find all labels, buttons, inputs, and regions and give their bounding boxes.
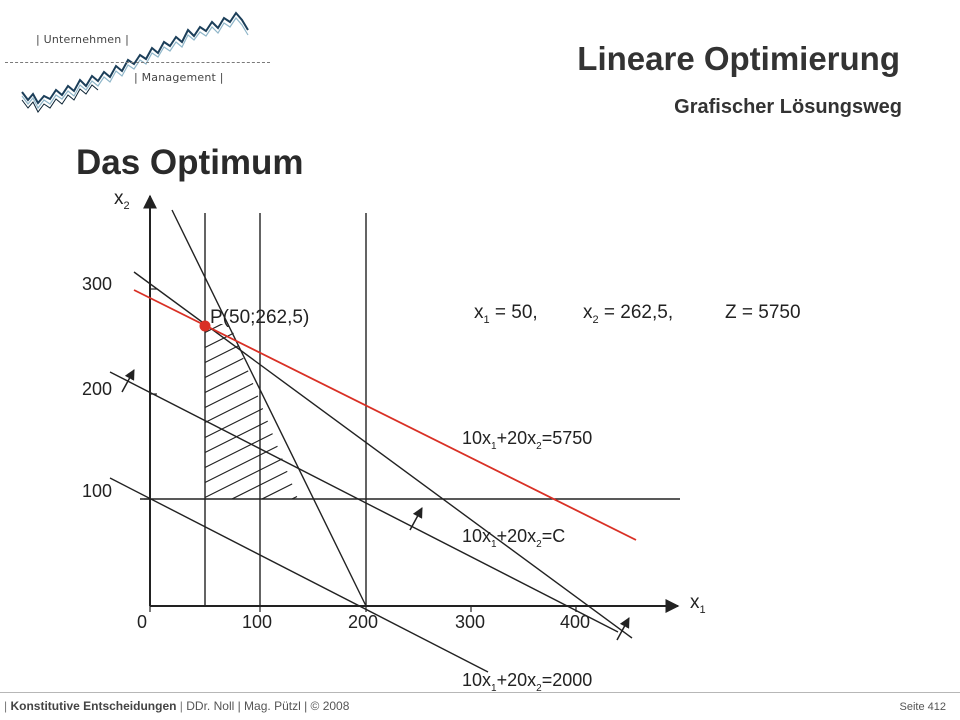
line-level-c-middle	[109, 371, 619, 633]
x-tick-label: 200	[348, 612, 378, 632]
x-tick-label: 0	[137, 612, 147, 632]
direction-arrow	[121, 369, 135, 393]
y-tick-label: 200	[82, 379, 112, 399]
y-tick-label: 300	[82, 274, 112, 294]
footer-authors: DDr. Noll | Mag. Pützl | © 2008	[186, 699, 350, 713]
stock-chart-logo	[21, 11, 249, 113]
logo-top-text: | Unternehmen |	[36, 33, 130, 46]
direction-arrow	[616, 617, 630, 641]
x-tick-label: 400	[560, 612, 590, 632]
footer: | Konstitutive Entscheidungen | DDr. Nol…	[4, 699, 350, 713]
direction-arrow	[409, 507, 423, 531]
point-label: P(50;262,5)	[210, 307, 309, 328]
page-number: Seite 412	[899, 701, 946, 713]
logo-divider	[5, 62, 270, 63]
solution-text: x1 = 50, x2 = 262,5, Z = 5750	[474, 302, 801, 326]
2000-line-label: 10x1+20x2=2000	[462, 670, 592, 694]
footer-section: Konstitutive Entscheidungen	[10, 699, 177, 713]
x-tick-label: 100	[242, 612, 272, 632]
line-level-2000	[109, 477, 489, 673]
optimum-point	[199, 320, 211, 332]
x-tick-label: 300	[455, 612, 485, 632]
page-subtitle: Grafischer Lösungsweg	[674, 96, 902, 118]
footer-rule	[0, 692, 960, 693]
y-tick-label: 100	[82, 481, 112, 501]
y-axis-label: x2	[114, 188, 130, 212]
constraint-steep-line	[171, 209, 367, 607]
c-line-label: 10x1+20x2=C	[462, 526, 565, 550]
logo-bottom-text: | Management |	[134, 71, 224, 84]
line-level-c-upper	[133, 271, 633, 639]
page-title: Lineare Optimierung	[577, 40, 900, 77]
x-axis-label: x1	[690, 592, 706, 616]
objective-line-label: 10x1+20x2=5750	[462, 428, 592, 452]
slide-heading: Das Optimum	[76, 143, 304, 182]
objective-line-5750	[133, 289, 637, 541]
